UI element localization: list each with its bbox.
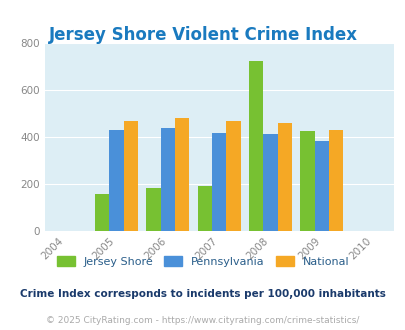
Bar	[300, 131, 314, 231]
Bar	[328, 130, 343, 231]
Bar	[277, 123, 292, 231]
Text: Crime Index corresponds to incidents per 100,000 inhabitants: Crime Index corresponds to incidents per…	[20, 289, 385, 299]
Bar	[263, 134, 277, 231]
Bar	[175, 118, 189, 231]
Bar	[160, 128, 175, 231]
Bar	[109, 130, 124, 231]
Bar	[197, 186, 211, 231]
Bar	[314, 141, 328, 231]
Legend: Jersey Shore, Pennsylvania, National: Jersey Shore, Pennsylvania, National	[57, 256, 348, 267]
Bar	[211, 133, 226, 231]
Bar	[226, 121, 240, 231]
Bar	[248, 61, 263, 231]
Bar	[124, 121, 138, 231]
Text: © 2025 CityRating.com - https://www.cityrating.com/crime-statistics/: © 2025 CityRating.com - https://www.city…	[46, 315, 359, 325]
Text: Jersey Shore Violent Crime Index: Jersey Shore Violent Crime Index	[48, 26, 357, 45]
Bar	[146, 188, 160, 231]
Bar	[95, 194, 109, 231]
